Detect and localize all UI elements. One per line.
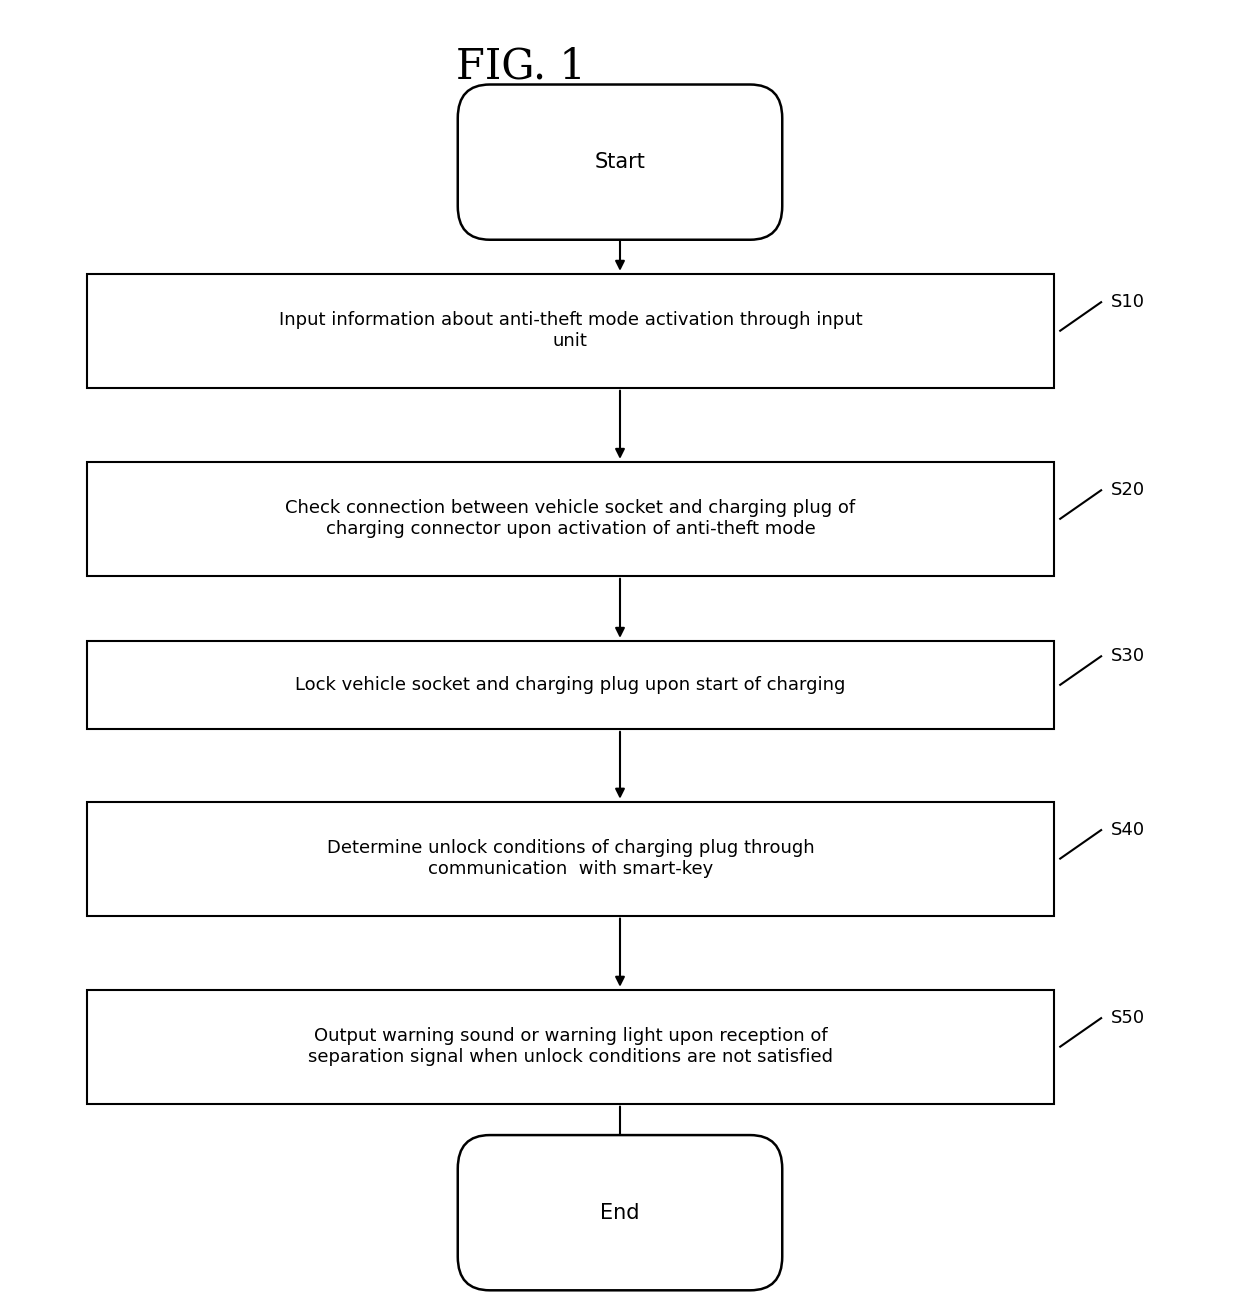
Bar [87,462,1054,576]
FancyBboxPatch shape [458,1135,782,1291]
Text: S30: S30 [1111,647,1146,665]
Text: S20: S20 [1111,481,1146,499]
Text: Output warning sound or warning light upon reception of
separation signal when u: Output warning sound or warning light up… [308,1027,833,1066]
Text: Start: Start [594,152,646,173]
Text: Determine unlock conditions of charging plug through
communication  with smart-k: Determine unlock conditions of charging … [326,839,815,878]
Text: Input information about anti-theft mode activation through input
unit: Input information about anti-theft mode … [279,311,862,350]
Text: S40: S40 [1111,821,1146,839]
Text: S10: S10 [1111,293,1145,311]
Bar [87,990,1054,1104]
Text: Check connection between vehicle socket and charging plug of
charging connector : Check connection between vehicle socket … [285,499,856,538]
Text: Lock vehicle socket and charging plug upon start of charging: Lock vehicle socket and charging plug up… [295,676,846,694]
Text: FIG. 1: FIG. 1 [456,45,585,87]
Bar [87,641,1054,729]
Bar [87,802,1054,916]
FancyBboxPatch shape [458,84,782,240]
Bar [87,274,1054,388]
Text: End: End [600,1202,640,1223]
Text: S50: S50 [1111,1009,1146,1027]
